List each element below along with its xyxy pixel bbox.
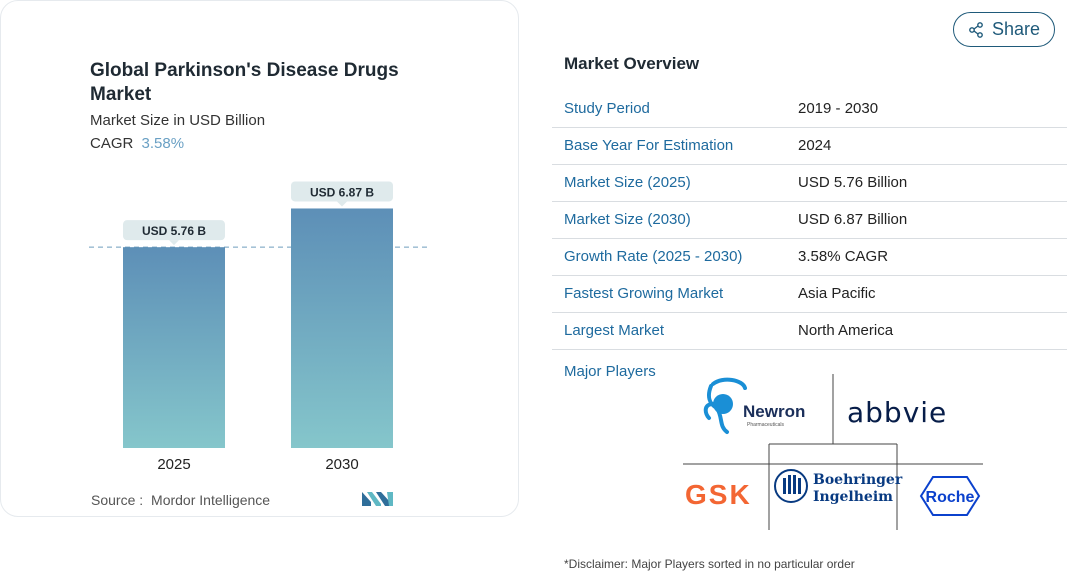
major-players-label: Major Players [564, 363, 656, 380]
table-row: Largest Market North America [552, 312, 1067, 350]
row-value: 2024 [798, 127, 1067, 165]
data-label-bg [123, 220, 225, 241]
newron-text: Newron [743, 402, 805, 421]
x-tick-label: 2030 [325, 456, 358, 473]
source-note: Source : Mordor Intelligence [91, 492, 270, 508]
data-label-pointer [337, 201, 347, 207]
share-button[interactable]: Share [953, 12, 1055, 47]
roche-text: Roche [926, 489, 975, 506]
table-row: Market Size (2030) USD 6.87 Billion [552, 201, 1067, 239]
bar-2030 [291, 208, 393, 448]
row-value: USD 5.76 Billion [798, 164, 1067, 202]
newron-logo: Newron Pharmaceuticals [703, 377, 805, 434]
gsk-logo: GSK [685, 479, 752, 510]
row-value: 2019 - 2030 [798, 90, 1067, 128]
row-key: Base Year For Estimation [552, 127, 798, 165]
table-row: Growth Rate (2025 - 2030) 3.58% CAGR [552, 238, 1067, 276]
mordor-intelligence-logo-icon [362, 492, 393, 506]
abbvie-logo: abbvie [847, 396, 947, 429]
chart-title: Global Parkinson's Disease Drugs Market [90, 60, 399, 105]
cagr-row: CAGR 3.58% [90, 135, 184, 152]
row-key: Market Size (2030) [552, 201, 798, 239]
roche-logo: Roche [919, 476, 981, 516]
bar-2025 [123, 247, 225, 448]
source-label: Source : [91, 492, 144, 508]
disclaimer: *Disclaimer: Major Players sorted in no … [564, 557, 855, 571]
row-key: Fastest Growing Market [552, 275, 798, 313]
chart-subtitle: Market Size in USD Billion [90, 112, 266, 129]
newron-sub-text: Pharmaceuticals [747, 422, 784, 428]
market-overview-title: Market Overview [564, 54, 700, 73]
major-players-logos: Newron Pharmaceuticals abbvie GSK Boehri… [683, 374, 983, 530]
share-icon [969, 21, 983, 38]
cagr-label: CAGR [90, 135, 134, 152]
data-label-pointer [169, 240, 179, 246]
source-value: Mordor Intelligence [151, 492, 271, 508]
row-value: North America [798, 312, 1067, 350]
row-key: Growth Rate (2025 - 2030) [552, 238, 798, 276]
boehringer-line2: Ingelheim [813, 489, 893, 505]
row-value: 3.58% CAGR [798, 238, 1067, 276]
cagr-value: 3.58% [141, 135, 185, 152]
table-row: Base Year For Estimation 2024 [552, 127, 1067, 165]
share-label: Share [991, 19, 1041, 39]
market-overview-table: Study Period 2019 - 2030 Base Year For E… [552, 90, 1067, 350]
bar-chart: USD 5.76 B 2025 USD 6.87 B 2030 [89, 181, 431, 473]
boehringer-ingelheim-logo: Boehringer Ingelheim [774, 469, 903, 505]
data-label-bg [291, 181, 393, 202]
chart-card: USD 5.76 B 2025 USD 6.87 B 2030 Global Park… [0, 0, 519, 517]
data-label: USD 5.76 B [142, 224, 206, 238]
row-value: Asia Pacific [798, 275, 1067, 313]
data-label: USD 6.87 B [310, 185, 374, 199]
table-row: Study Period 2019 - 2030 [552, 90, 1067, 128]
table-row: Fastest Growing Market Asia Pacific [552, 275, 1067, 313]
row-value: USD 6.87 Billion [798, 201, 1067, 239]
table-row: Market Size (2025) USD 5.76 Billion [552, 164, 1067, 202]
x-tick-label: 2025 [157, 456, 190, 473]
boehringer-line1: Boehringer [813, 472, 903, 488]
row-key: Largest Market [552, 312, 798, 350]
row-key: Market Size (2025) [552, 164, 798, 202]
row-key: Study Period [552, 90, 798, 128]
